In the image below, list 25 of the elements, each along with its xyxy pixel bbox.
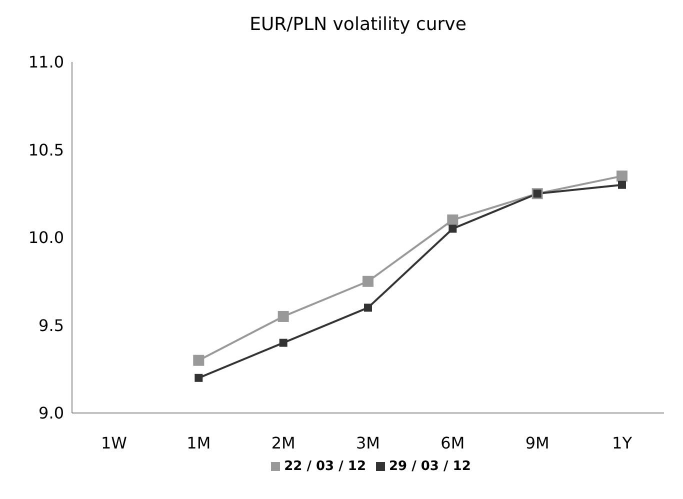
point — [447, 214, 458, 226]
y-tick-label: 9.0 — [38, 404, 64, 423]
point — [616, 170, 628, 182]
point — [362, 276, 374, 287]
point — [278, 310, 289, 322]
point — [618, 180, 626, 189]
point — [448, 224, 457, 233]
x-tick-label: 1M — [186, 433, 211, 452]
legend-label: 29 / 03 / 12 — [389, 459, 471, 474]
x-tick-label: 1Y — [612, 433, 632, 452]
y-tick-label: 10.0 — [28, 228, 64, 248]
x-tick-label: 9M — [525, 433, 550, 452]
point — [364, 304, 372, 312]
y-tick-label: 9.5 — [38, 316, 64, 335]
y-tick-label: 10.5 — [28, 140, 64, 160]
point — [193, 354, 204, 366]
point — [279, 338, 288, 347]
x-tick-label: 3M — [356, 433, 380, 452]
x-tick-label: 1W — [101, 433, 128, 452]
point — [194, 374, 203, 382]
x-tick-label: 6M — [440, 433, 465, 452]
y-tick-label: 11.0 — [28, 52, 64, 72]
legend-label: 22 / 03 / 12 — [284, 459, 366, 474]
chart-title: EUR/PLN volatility curve — [248, 14, 468, 37]
x-tick-label: 2M — [271, 433, 296, 452]
